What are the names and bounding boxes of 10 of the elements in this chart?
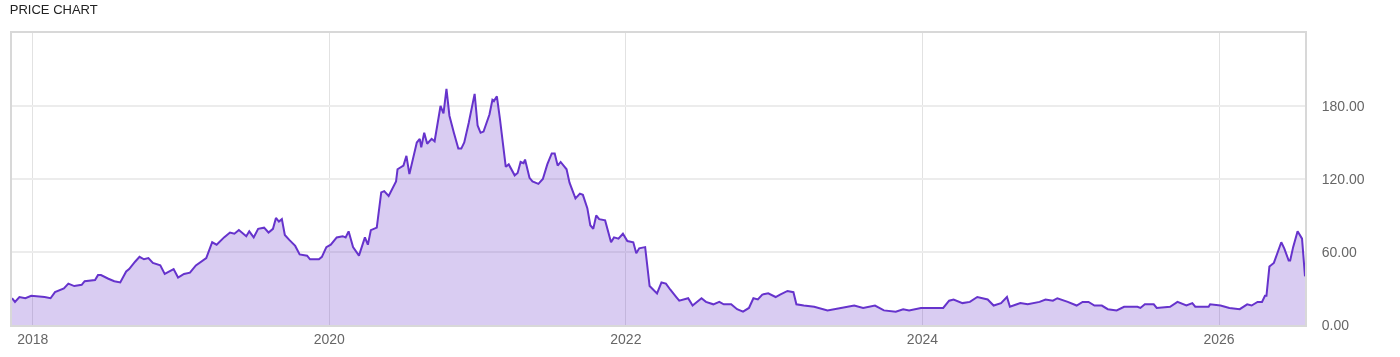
x-tick-label: 2020 xyxy=(313,330,346,347)
y-tick-label: 0.00 xyxy=(1321,316,1350,333)
chart-title: PRICE CHART xyxy=(9,2,98,18)
y-tick-label: 180.00 xyxy=(1321,97,1365,114)
x-tick-label: 2026 xyxy=(1203,330,1235,347)
y-tick-label: 60.00 xyxy=(1321,243,1358,260)
y-tick-label: 120.00 xyxy=(1321,170,1365,187)
x-tick-label: 2024 xyxy=(906,330,939,347)
x-tick-label: 2018 xyxy=(17,330,49,347)
x-tick-label: 2022 xyxy=(610,330,642,347)
